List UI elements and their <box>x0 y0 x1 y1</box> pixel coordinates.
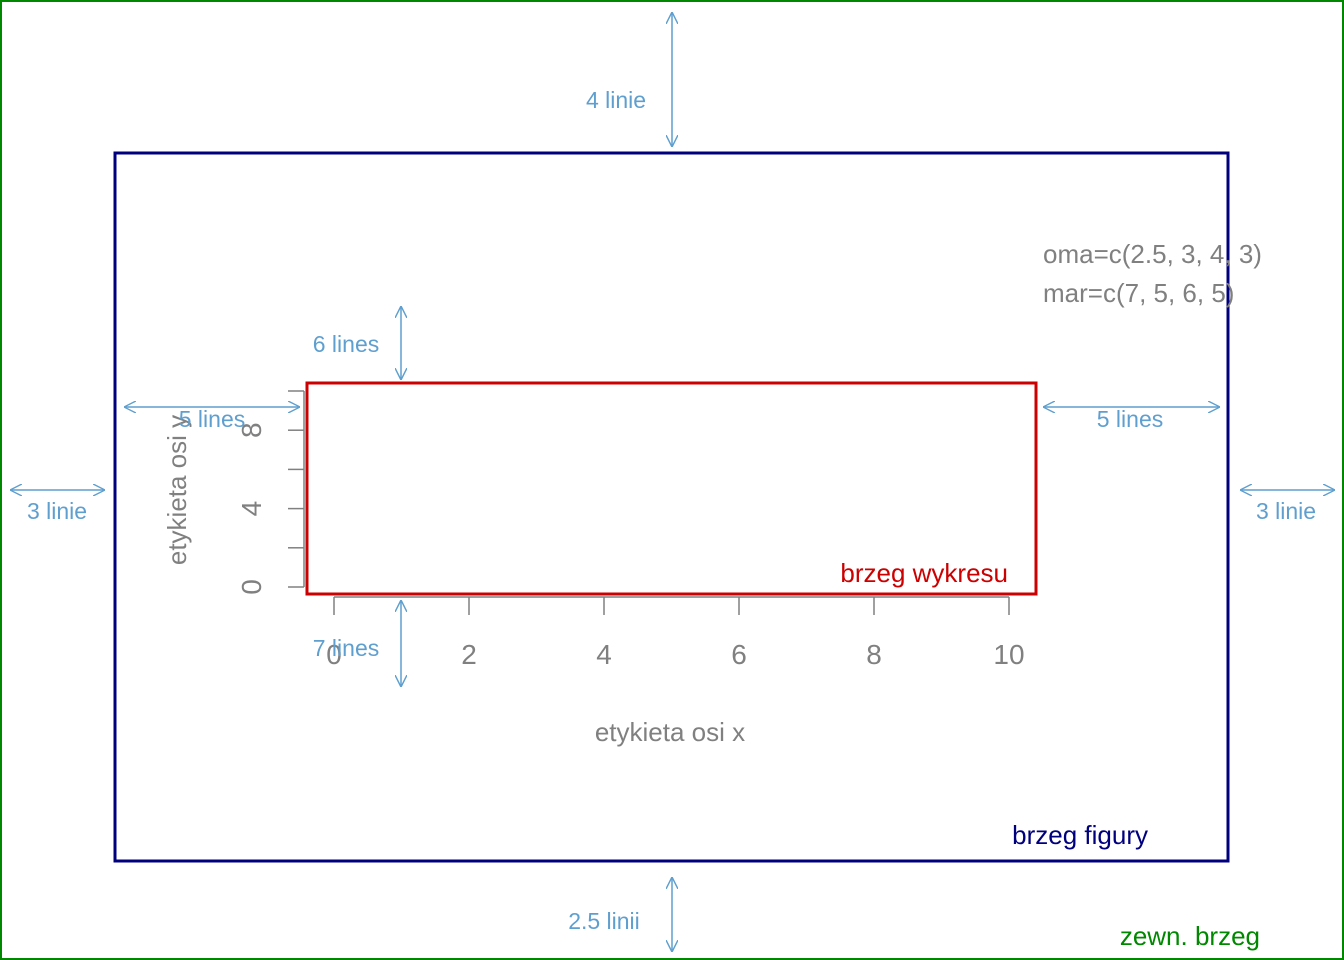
outer-bottom-label: 2.5 linii <box>568 908 640 934</box>
inner-left-label: 5 lines <box>179 406 245 432</box>
inner-bottom-label: 7 lines <box>313 635 379 661</box>
x-tick-label: 8 <box>866 639 882 670</box>
x-tick-label: 2 <box>461 639 477 670</box>
x-axis-label: etykieta osi x <box>595 717 745 747</box>
outer-right-label: 3 linie <box>1256 498 1316 524</box>
x-tick-label: 6 <box>731 639 747 670</box>
outer-top-label: 4 linie <box>586 87 646 113</box>
figure-border-label: brzeg figury <box>1012 820 1148 850</box>
mar-label: mar=c(7, 5, 6, 5) <box>1043 278 1234 308</box>
outer-left-label: 3 linie <box>27 498 87 524</box>
y-tick-label: 4 <box>236 501 267 517</box>
figure-border <box>113 151 1230 863</box>
y-tick-label: 8 <box>236 422 267 438</box>
y-tick-label: 0 <box>236 579 267 595</box>
oma-label: oma=c(2.5, 3, 4, 3) <box>1043 239 1262 269</box>
plot-border-label: brzeg wykresu <box>840 558 1008 588</box>
plot-border <box>305 381 1038 596</box>
x-tick-label: 0 <box>326 639 342 670</box>
outer-border-label: zewn. brzeg <box>1120 921 1260 951</box>
x-tick-label: 4 <box>596 639 612 670</box>
inner-top-label: 6 lines <box>313 331 379 357</box>
axes: 0 2 4 6 8 10 0 4 8 <box>236 390 1025 670</box>
x-tick-label: 10 <box>993 639 1024 670</box>
y-axis-label: etykieta osi y <box>162 415 192 565</box>
inner-right-label: 5 lines <box>1097 406 1163 432</box>
